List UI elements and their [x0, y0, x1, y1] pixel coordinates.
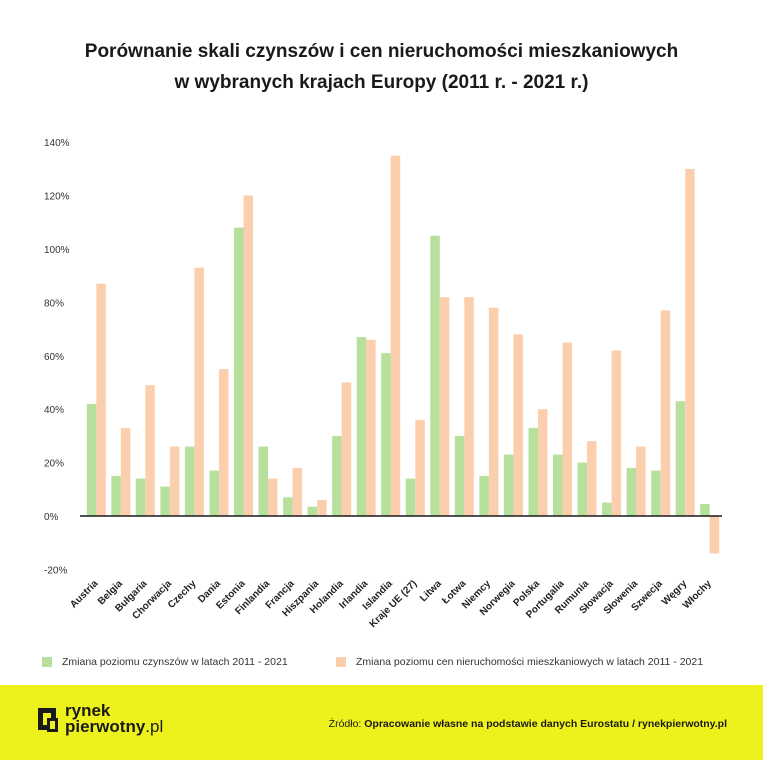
bar-rent-24 [675, 401, 686, 516]
bar-rent-23 [651, 470, 661, 516]
bar-rent-7 [258, 446, 268, 516]
bar-rent-16 [479, 475, 489, 516]
y-tick-label: -20% [44, 565, 67, 576]
bar-rent-13 [405, 478, 416, 516]
logo-mark-icon [38, 708, 58, 732]
bar-price-10 [341, 382, 352, 516]
legend-item-price: Zmiana poziomu cen nieruchomości mieszka… [336, 652, 703, 672]
bar-price-22 [636, 446, 646, 516]
bar-rent-9 [307, 506, 318, 516]
bar-rent-6 [234, 227, 244, 516]
bar-rent-8 [283, 497, 293, 516]
bar-price-9 [317, 500, 327, 516]
y-tick-label: 0% [44, 512, 59, 523]
bar-price-12 [390, 155, 401, 516]
bar-rent-5 [209, 470, 219, 516]
bar-price-16 [488, 307, 499, 516]
legend-swatch-rent [42, 657, 52, 667]
source-text: Opracowanie własne na podstawie danych E… [364, 718, 727, 730]
source-prefix: Źródło: [328, 718, 365, 730]
legend-swatch-price [336, 657, 346, 667]
bar-rent-3 [160, 486, 170, 516]
chart-title-line-1: Porównanie skali czynszów i cen nierucho… [84, 41, 679, 62]
bar-price-8 [292, 467, 303, 516]
brand-name-line-1: rynek [65, 701, 111, 720]
bar-rent-18 [528, 427, 538, 516]
bar-price-5 [219, 369, 229, 516]
bars [86, 155, 720, 554]
bar-rent-4 [184, 446, 195, 516]
y-tick-label: 80% [44, 298, 64, 309]
bar-price-23 [660, 310, 671, 516]
bar-price-7 [268, 478, 278, 516]
x-tick-label: Austria [68, 578, 100, 610]
bar-price-25 [709, 516, 720, 554]
bar-price-21 [611, 350, 622, 516]
bar-rent-14 [430, 235, 440, 516]
legend-item-rent: Zmiana poziomu czynszów w latach 2011 - … [42, 652, 288, 672]
bar-price-2 [145, 385, 155, 516]
x-tick-label: Litwa [418, 578, 444, 604]
bar-price-20 [587, 441, 597, 516]
bar-price-0 [96, 283, 106, 516]
bar-price-6 [243, 195, 253, 516]
bar-rent-0 [86, 403, 97, 516]
bar-price-4 [194, 267, 204, 516]
legend-label-price: Zmiana poziomu cen nieruchomości mieszka… [356, 656, 704, 668]
bar-price-13 [415, 419, 425, 516]
bar-rent-11 [356, 337, 367, 516]
chart-title-line-2: w wybranych krajach Europy (2011 r. - 20… [174, 72, 589, 93]
bar-price-17 [513, 334, 523, 516]
brand-domain-suffix: .pl [145, 717, 164, 736]
y-tick-label: 120% [44, 192, 70, 203]
y-tick-label: 40% [44, 405, 64, 416]
bar-rent-25 [700, 504, 710, 516]
x-axis: AustriaBelgiaBułgariaChorwacjaCzechyDani… [68, 578, 714, 630]
y-tick-label: 60% [44, 352, 64, 363]
y-tick-label: 20% [44, 459, 64, 470]
bar-rent-1 [111, 475, 121, 516]
bar-rent-20 [577, 462, 587, 516]
y-tick-label: 140% [44, 138, 70, 149]
bar-rent-10 [332, 435, 342, 516]
bar-rent-15 [454, 435, 465, 516]
bar-rent-19 [553, 454, 563, 516]
brand-name-line-2: pierwotny [65, 717, 146, 736]
bar-rent-12 [381, 353, 391, 516]
bar-rent-22 [626, 467, 637, 516]
bar-price-15 [464, 297, 474, 516]
legend-label-rent: Zmiana poziomu czynszów w latach 2011 - … [62, 656, 288, 668]
chart-title: Porównanie skali czynszów i cen nierucho… [0, 36, 763, 98]
brand-logo[interactable]: rynek pierwotny.pl [36, 701, 164, 736]
x-tick-label: Czechy [166, 578, 199, 611]
bar-price-19 [562, 342, 572, 516]
bar-price-18 [538, 409, 548, 516]
bar-rent-17 [503, 454, 514, 516]
bar-rent-21 [602, 502, 612, 516]
bar-price-3 [169, 446, 180, 516]
footer-bar: rynek pierwotny.pl Źródło: Opracowanie w… [0, 685, 763, 760]
bar-price-1 [120, 427, 131, 516]
bar-chart: -20% 0% 20% 40% 60% 80% 100% 120% 140% AustriaBe… [44, 138, 722, 630]
y-tick-label: 100% [44, 245, 70, 256]
y-axis: -20% 0% 20% 40% 60% 80% 100% 120% 140% [44, 138, 70, 576]
source-note: Źródło: Opracowanie własne na podstawie … [329, 718, 727, 730]
bar-price-14 [439, 297, 450, 516]
bar-rent-2 [135, 478, 146, 516]
bar-price-24 [685, 168, 695, 516]
bar-price-11 [366, 339, 376, 516]
